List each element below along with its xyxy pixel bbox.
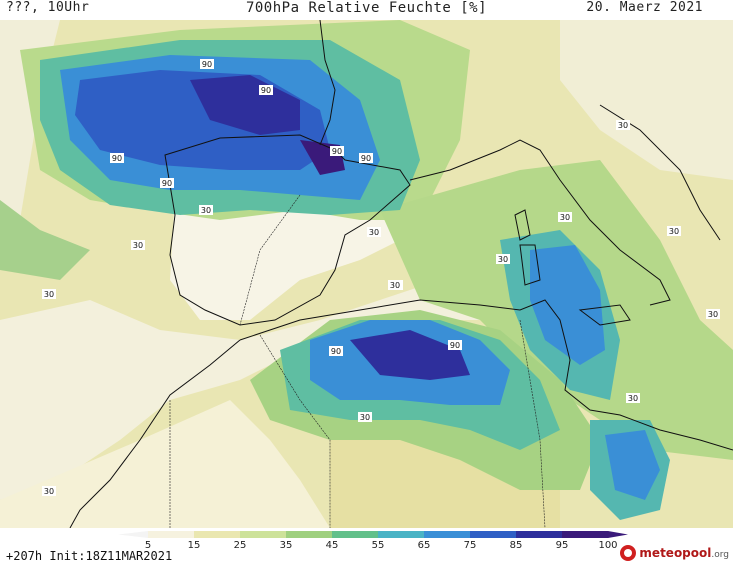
contour-labels: 90 90 90 90 90 90 30 30 30 30 30 30 30 30 30 90 90 30 30 30… [42, 59, 720, 496]
colorbar-segment [516, 531, 563, 538]
colorbar [118, 531, 628, 538]
morocco-atlantic-coast [69, 339, 241, 528]
contour-label: 30 [390, 281, 400, 290]
contour-label-box [367, 227, 381, 237]
colorbar-segment [470, 531, 517, 538]
contour-label-box [359, 153, 373, 163]
colorbar-tick-label: 45 [325, 540, 339, 551]
contour-label-box [131, 240, 145, 250]
contour-label-box [558, 212, 572, 222]
contour-label: 30 [669, 227, 679, 236]
colorbar-segment [148, 531, 195, 538]
contour-label-box [496, 254, 510, 264]
humidity-map: 90 90 90 90 90 90 30 30 30 30 30 30 30 30 30 90 90 30 30 30… [0, 20, 733, 528]
moist-band-atlantic [0, 200, 90, 280]
colorbar-segment [332, 531, 379, 538]
dry-region-africa [0, 270, 600, 500]
colorbar-tick-label: 5 [144, 540, 152, 551]
colorbar-tick-label: 65 [417, 540, 431, 551]
corsica-coast [514, 209, 531, 241]
meteopool-logo-icon [620, 545, 637, 561]
border-algeria-libya [519, 319, 546, 528]
border-spain-portugal [239, 194, 301, 326]
colorbar-tick-label: 75 [463, 540, 477, 551]
contour-label: 30 [360, 413, 370, 422]
valid-time-label: ???, 10Uhr [6, 0, 90, 15]
contour-label-box [329, 346, 343, 356]
iberia-coastline [164, 134, 411, 326]
colorbar-tick-label: 100 [598, 540, 618, 551]
init-time-label: +207h Init:18Z11MAR2021 [6, 549, 173, 563]
contour-label: 30 [618, 121, 628, 130]
coastlines [69, 20, 733, 528]
meteopool-logo[interactable]: meteopool.org [620, 542, 729, 564]
contour-label-box [42, 486, 56, 496]
contour-label: 90 [261, 86, 271, 95]
humid-zone-tyrrhenian-mid [530, 245, 605, 365]
contour-label-box [110, 153, 124, 163]
contour-label: 90 [162, 179, 172, 188]
colorbar-tick-label: 35 [279, 540, 293, 551]
contour-label-box [160, 178, 174, 188]
contour-label: 30 [708, 310, 718, 319]
contour-label: 30 [560, 213, 570, 222]
map-title: 700hPa Relative Feuchte [%] [245, 0, 488, 16]
borders [169, 194, 546, 528]
humid-zone-algeria-core [350, 330, 470, 380]
contour-label-box [667, 226, 681, 236]
colorbar-area: 5 15 25 35 45 55 65 75 85 95 100 +207h Init:18Z11M… [0, 528, 733, 566]
colorbar-tick-label: 85 [509, 540, 523, 551]
sardinia-coast [519, 244, 541, 286]
contour-label-box [330, 146, 344, 156]
contour-label: 30 [201, 206, 211, 215]
contour-label-box [199, 205, 213, 215]
contour-label-box [42, 289, 56, 299]
contour-label: 90 [450, 341, 460, 350]
colorbar-segment [378, 531, 425, 538]
humid-zone-libya-mid [605, 430, 660, 500]
colorbar-segment [562, 531, 609, 538]
dry-region-balkans [560, 20, 733, 180]
contour-label: 90 [202, 60, 212, 69]
colorbar-segment [194, 531, 241, 538]
colorbar-segment [240, 531, 287, 538]
colorbar-high-arrow [608, 531, 628, 538]
colorbar-tick-label: 55 [371, 540, 385, 551]
contour-label-box [706, 309, 720, 319]
dry-region-sahara-west [0, 400, 330, 528]
map-header: ???, 10Uhr 700hPa Relative Feuchte [%] 2… [0, 0, 733, 20]
contour-label: 30 [44, 290, 54, 299]
contour-label: 90 [112, 154, 122, 163]
colorbar-tick-label: 25 [233, 540, 247, 551]
contour-label: 30 [498, 255, 508, 264]
france-atlantic-coast [319, 20, 336, 146]
colorbar-low-arrow [118, 531, 148, 538]
contour-label: 30 [44, 487, 54, 496]
contour-label-box [626, 393, 640, 403]
contour-label-box [200, 59, 214, 69]
sicily-coast [578, 304, 631, 326]
north-africa-coast [239, 299, 733, 451]
colorbar-segment [424, 531, 471, 538]
colorbar-tick-label: 15 [187, 540, 201, 551]
contour-label: 30 [133, 241, 143, 250]
contour-label: 90 [332, 147, 342, 156]
contour-label: 90 [361, 154, 371, 163]
contour-label: 30 [369, 228, 379, 237]
contour-label-box [388, 280, 402, 290]
contour-label-box [616, 120, 630, 130]
contour-label-box [259, 85, 273, 95]
france-italy-coast [409, 139, 671, 306]
colorbar-segment [286, 531, 333, 538]
map-canvas: 90 90 90 90 90 90 30 30 30 30 30 30 30 30 30 90 90 30 30 30… [0, 20, 733, 528]
contour-label-box [358, 412, 372, 422]
contour-label: 30 [628, 394, 638, 403]
contour-label: 90 [331, 347, 341, 356]
meteopool-logo-text: meteopool.org [639, 546, 729, 560]
colorbar-tick-label: 95 [555, 540, 569, 551]
contour-label-box [448, 340, 462, 350]
valid-date-label: 20. Maerz 2021 [586, 0, 703, 15]
